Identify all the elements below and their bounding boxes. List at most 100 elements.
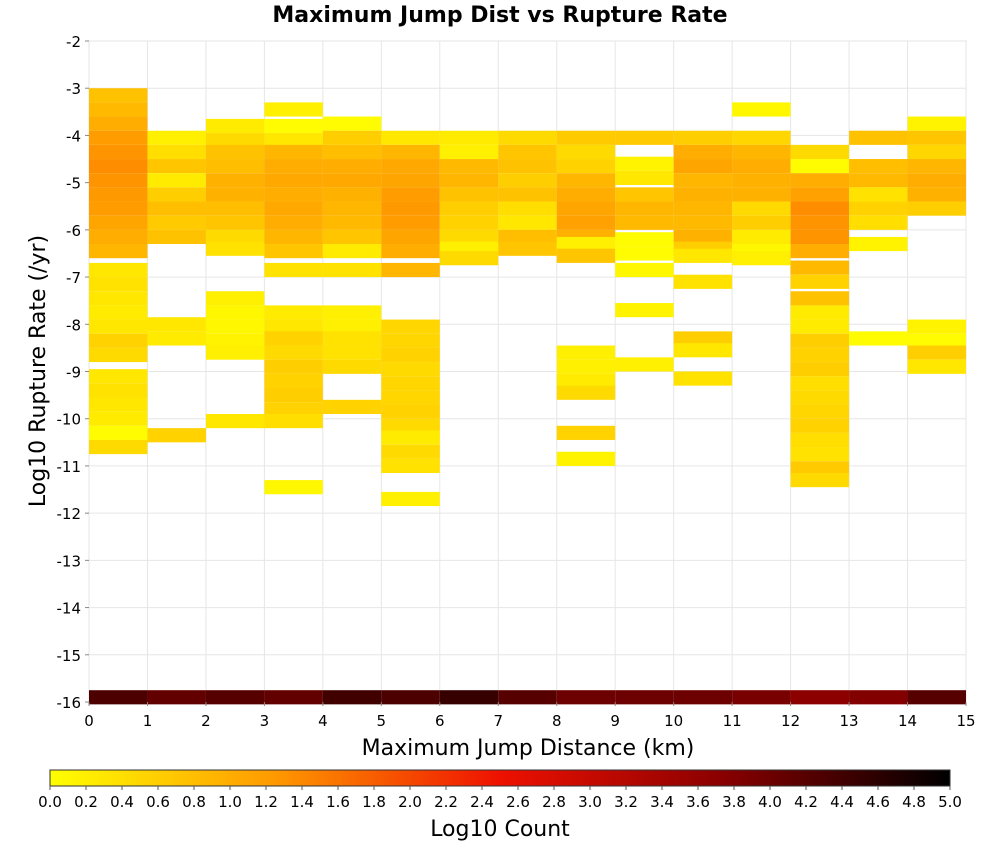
heatmap-cell — [381, 130, 440, 145]
y-tick-label: -5 — [66, 175, 81, 193]
x-tick-label: 4 — [318, 712, 328, 730]
colorbar-tick-label: 3.2 — [614, 793, 638, 811]
colorbar-tick-label: 1.6 — [326, 793, 350, 811]
heatmap-cell — [907, 187, 966, 202]
x-tick-label: 2 — [201, 712, 211, 730]
heatmap-cell — [498, 173, 557, 188]
heatmap-cell — [89, 277, 148, 292]
heatmap-cell — [89, 130, 148, 145]
heatmap-cell — [89, 383, 148, 398]
x-axis-label: Maximum Jump Distance (km) — [362, 736, 695, 761]
heatmap-cell — [381, 244, 440, 259]
heatmap-cell — [381, 390, 440, 405]
heatmap-cell — [322, 244, 382, 259]
y-tick-label: -15 — [57, 647, 82, 665]
heatmap-cell — [322, 130, 382, 145]
heatmap-cell — [498, 201, 557, 216]
heatmap-cell — [89, 305, 148, 320]
colorbar-tick-label: 2.8 — [542, 793, 566, 811]
heatmap-cell — [147, 331, 206, 346]
x-tick-label: 15 — [956, 712, 975, 730]
heatmap-cell — [790, 432, 850, 448]
heatmap-cell — [205, 319, 265, 334]
colorbar-tick-label: 0.6 — [146, 793, 170, 811]
heatmap-cell — [322, 331, 382, 346]
heatmap-cell — [264, 345, 323, 360]
heatmap-cell — [439, 201, 499, 216]
heatmap-cell — [732, 229, 791, 245]
x-tick-label: 7 — [493, 712, 503, 730]
heatmap-cell — [89, 319, 148, 334]
heatmap-cell — [322, 187, 382, 202]
heatmap-cell — [89, 291, 148, 306]
heatmap-cell — [615, 232, 674, 247]
heatmap-cell — [907, 144, 966, 160]
heatmap-cell — [89, 229, 148, 245]
heatmap-cell — [381, 333, 440, 348]
heatmap-cell — [147, 201, 206, 216]
colorbar-tick-label: 0.8 — [182, 793, 206, 811]
heatmap-cell — [556, 144, 616, 160]
heatmap-cell — [381, 229, 440, 245]
heatmap-cell — [89, 411, 148, 426]
heatmap-cell — [322, 215, 382, 230]
heatmap-cell — [89, 369, 148, 384]
heatmap-cell — [89, 173, 148, 188]
heatmap-cell — [790, 473, 850, 488]
heatmap-cell — [322, 345, 382, 360]
heatmap-cell — [790, 244, 850, 259]
heatmap-cell — [439, 130, 499, 145]
heatmap-cell-floor — [205, 690, 265, 705]
heatmap-cell — [556, 130, 616, 145]
heatmap-cell — [790, 215, 850, 230]
heatmap-cell — [147, 159, 206, 174]
heatmap-cell — [556, 345, 616, 360]
heatmap-cell — [790, 229, 850, 245]
heatmap-cell — [790, 260, 850, 275]
y-tick-label: -12 — [57, 505, 82, 523]
heatmap-cell — [381, 404, 440, 419]
heatmap-cell — [673, 159, 733, 174]
heatmap-cell — [264, 244, 323, 259]
heatmap-cell — [322, 359, 382, 374]
heatmap-cell — [615, 357, 674, 372]
heatmap-cell — [556, 425, 616, 440]
heatmap-cell — [89, 262, 148, 278]
heatmap-cell — [673, 274, 733, 289]
heatmap-cells — [89, 88, 966, 705]
colorbar-tick-label: 2.4 — [470, 793, 494, 811]
x-tick-label: 12 — [781, 712, 800, 730]
colorbar-tick-label: 3.8 — [722, 793, 746, 811]
heatmap-cell — [790, 418, 850, 433]
colorbar-tick-label: 3.4 — [650, 793, 674, 811]
heatmap-cell — [790, 447, 850, 462]
heatmap-cell — [322, 319, 382, 334]
heatmap-cell — [732, 215, 791, 230]
heatmap-cell — [907, 319, 966, 334]
heatmap-cell — [790, 461, 850, 476]
heatmap-cell — [439, 251, 499, 266]
heatmap-cell-floor — [498, 690, 557, 705]
y-tick-label: -13 — [57, 552, 82, 570]
colorbar-tick-label: 0.4 — [110, 793, 134, 811]
heatmap-cell — [381, 444, 440, 459]
heatmap-cell — [89, 159, 148, 174]
heatmap-cell — [556, 201, 616, 216]
heatmap-cell — [264, 173, 323, 188]
heatmap-cell — [147, 229, 206, 245]
heatmap-cell — [89, 215, 148, 230]
heatmap-cell — [322, 173, 382, 188]
heatmap-cell — [732, 187, 791, 202]
heatmap-cell — [556, 236, 616, 252]
heatmap-cell — [498, 229, 557, 245]
heatmap-cell — [498, 130, 557, 145]
heatmap-cell-floor — [790, 690, 850, 705]
heatmap-cell — [556, 187, 616, 202]
heatmap-cell — [907, 130, 966, 145]
heatmap-cell — [673, 331, 733, 346]
heatmap-cell — [790, 376, 850, 391]
heatmap-cell — [556, 159, 616, 174]
heatmap-cell — [556, 248, 616, 263]
colorbar-tick-label: 4.6 — [866, 793, 890, 811]
